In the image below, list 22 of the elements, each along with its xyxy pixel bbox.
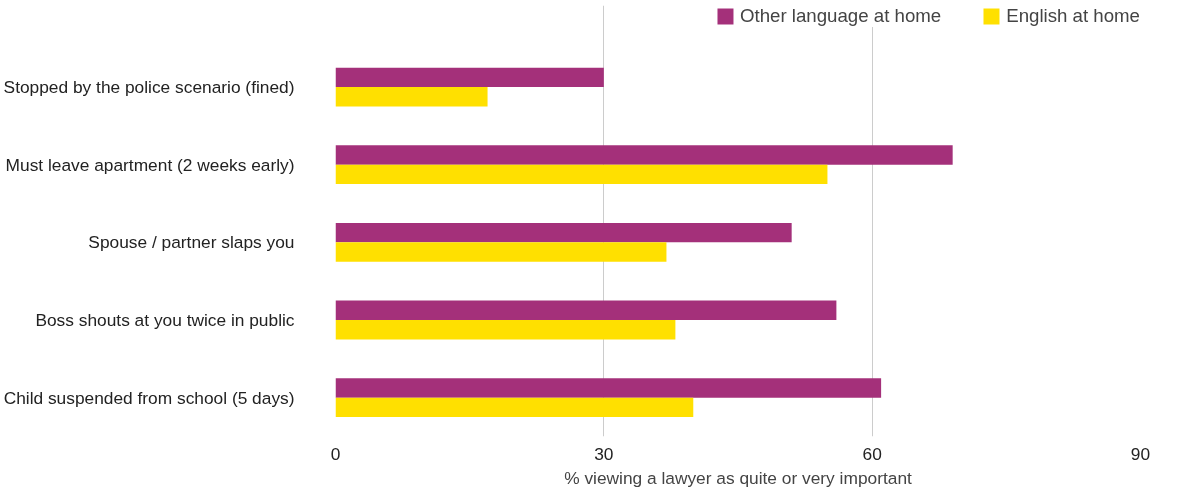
bar xyxy=(335,87,488,107)
x-tick-label: 90 xyxy=(1130,443,1151,464)
bar xyxy=(335,300,837,321)
x-tick-label: 60 xyxy=(862,443,882,464)
bar xyxy=(335,378,882,398)
legend-label: Other language at home xyxy=(739,5,942,27)
bar xyxy=(335,67,604,88)
y-tick-label: Boss shouts at you twice in public xyxy=(35,310,295,331)
x-tick-label: 0 xyxy=(330,443,341,464)
x-tick-label: 30 xyxy=(594,443,614,464)
y-tick-label: Child suspended from school (5 days) xyxy=(3,387,295,408)
bar xyxy=(335,397,694,418)
bar xyxy=(335,164,828,185)
bar xyxy=(335,145,953,165)
y-tick-label: Stopped by the police scenario (fined) xyxy=(3,77,295,98)
bar xyxy=(335,320,676,340)
bar xyxy=(335,242,667,262)
x-axis-title: % viewing a lawyer as quite or very important xyxy=(564,467,913,488)
y-tick-label: Spouse / partner slaps you xyxy=(88,232,295,253)
legend-label: English at home xyxy=(1006,5,1140,27)
y-tick-label: Must leave apartment (2 weeks early) xyxy=(5,154,295,175)
bar xyxy=(335,222,792,243)
